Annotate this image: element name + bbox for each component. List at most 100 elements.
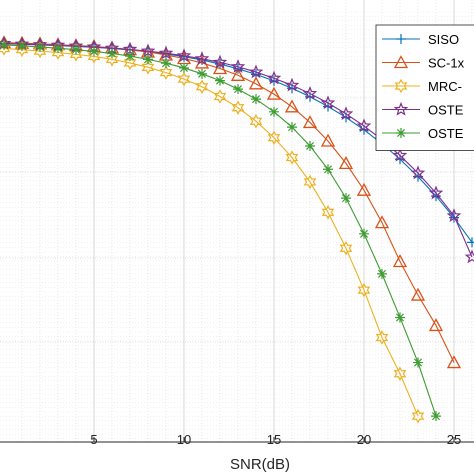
data-point-marker bbox=[392, 254, 408, 268]
data-point-marker bbox=[213, 89, 227, 104]
data-point-marker bbox=[413, 357, 423, 368]
data-point-marker bbox=[161, 58, 171, 69]
data-point-marker bbox=[33, 43, 47, 59]
data-point-marker bbox=[394, 78, 408, 94]
x-axis-label: SNR(dB) bbox=[230, 456, 290, 473]
data-point-marker bbox=[140, 43, 156, 58]
data-point-marker bbox=[359, 228, 369, 239]
data-point-marker bbox=[393, 55, 409, 69]
data-point-marker bbox=[284, 77, 300, 92]
data-point-marker bbox=[158, 45, 174, 60]
data-point-marker bbox=[287, 122, 297, 133]
data-point-marker bbox=[212, 54, 228, 69]
data-point-marker bbox=[410, 287, 426, 301]
series-2 bbox=[0, 35, 462, 369]
data-point-marker bbox=[284, 99, 300, 113]
series-layer bbox=[0, 35, 474, 424]
data-point-marker bbox=[375, 330, 389, 345]
data-point-marker bbox=[428, 318, 444, 332]
data-point-marker bbox=[105, 52, 119, 67]
data-point-marker bbox=[87, 49, 101, 64]
data-point-marker bbox=[176, 48, 192, 63]
data-point-marker bbox=[51, 45, 65, 60]
data-point-marker bbox=[251, 94, 261, 105]
data-point-marker bbox=[431, 411, 441, 422]
data-point-marker bbox=[195, 79, 209, 95]
data-point-marker bbox=[107, 48, 117, 59]
data-point-marker bbox=[248, 76, 264, 90]
legend-label: OSTE bbox=[428, 103, 464, 118]
data-point-marker bbox=[249, 114, 263, 129]
data-point-marker bbox=[194, 51, 210, 65]
data-point-marker bbox=[464, 249, 474, 264]
data-point-marker bbox=[159, 65, 173, 80]
data-point-marker bbox=[338, 156, 354, 170]
data-point-marker bbox=[393, 101, 409, 116]
data-point-marker bbox=[17, 40, 27, 51]
x-tick-label: 10 bbox=[177, 432, 191, 447]
x-tick-label: 20 bbox=[357, 432, 371, 447]
data-point-marker bbox=[446, 208, 462, 223]
data-point-marker bbox=[467, 237, 474, 248]
data-point-marker bbox=[339, 240, 353, 256]
data-point-marker bbox=[123, 55, 137, 71]
x-tick-label: 5 bbox=[90, 432, 97, 447]
legend-label: MRC- bbox=[428, 79, 462, 94]
data-point-marker bbox=[410, 165, 426, 180]
data-point-marker bbox=[35, 42, 45, 53]
series-3 bbox=[0, 41, 425, 424]
data-point-marker bbox=[231, 100, 245, 115]
legend: SISO SC-1x MRC- OSTE OSTE bbox=[375, 24, 474, 151]
data-point-marker bbox=[338, 106, 354, 121]
data-point-marker bbox=[396, 128, 406, 138]
data-point-marker bbox=[125, 51, 135, 62]
data-point-marker bbox=[230, 67, 246, 81]
minor-grid bbox=[0, 0, 474, 442]
data-point-marker bbox=[374, 215, 390, 229]
data-point-marker bbox=[248, 64, 264, 79]
data-point-marker bbox=[269, 106, 279, 117]
data-point-marker bbox=[0, 39, 9, 50]
data-point-marker bbox=[302, 85, 318, 100]
data-point-marker bbox=[267, 130, 281, 145]
data-point-marker bbox=[215, 75, 225, 86]
data-point-marker bbox=[141, 60, 155, 75]
data-point-marker bbox=[230, 59, 246, 73]
data-point-marker bbox=[179, 62, 189, 73]
x-tick-label: 25 bbox=[447, 432, 461, 447]
data-point-marker bbox=[396, 34, 406, 44]
legend-item: MRC- bbox=[382, 78, 462, 94]
data-point-marker bbox=[302, 115, 318, 129]
data-point-marker bbox=[69, 47, 83, 62]
data-point-marker bbox=[233, 84, 243, 95]
axes: 5 10 15 20 25 bbox=[0, 432, 474, 447]
data-point-marker bbox=[143, 54, 153, 65]
data-point-marker bbox=[177, 71, 191, 87]
data-point-marker bbox=[71, 44, 81, 55]
data-point-marker bbox=[392, 147, 408, 162]
data-point-marker bbox=[357, 282, 371, 298]
data-point-marker bbox=[266, 86, 282, 100]
data-point-marker bbox=[285, 150, 299, 165]
legend-item: OSTE bbox=[382, 126, 464, 141]
data-point-marker bbox=[305, 140, 315, 151]
data-point-marker bbox=[356, 182, 372, 196]
legend-box bbox=[375, 24, 474, 151]
data-point-marker bbox=[356, 118, 372, 133]
data-point-marker bbox=[341, 193, 351, 204]
series-5 bbox=[0, 39, 441, 422]
data-point-marker bbox=[320, 133, 336, 147]
data-point-marker bbox=[212, 61, 228, 75]
x-tick-label: 15 bbox=[267, 432, 281, 447]
data-point-marker bbox=[393, 366, 407, 381]
data-point-marker bbox=[428, 185, 444, 200]
data-point-marker bbox=[321, 205, 335, 220]
legend-label: OSTE bbox=[428, 126, 464, 141]
legend-label: SC-1x bbox=[428, 56, 465, 71]
data-point-marker bbox=[53, 43, 63, 54]
data-point-marker bbox=[89, 46, 99, 57]
data-point-marker bbox=[395, 312, 405, 323]
legend-item: OSTE bbox=[382, 101, 464, 118]
data-point-marker bbox=[197, 68, 207, 79]
